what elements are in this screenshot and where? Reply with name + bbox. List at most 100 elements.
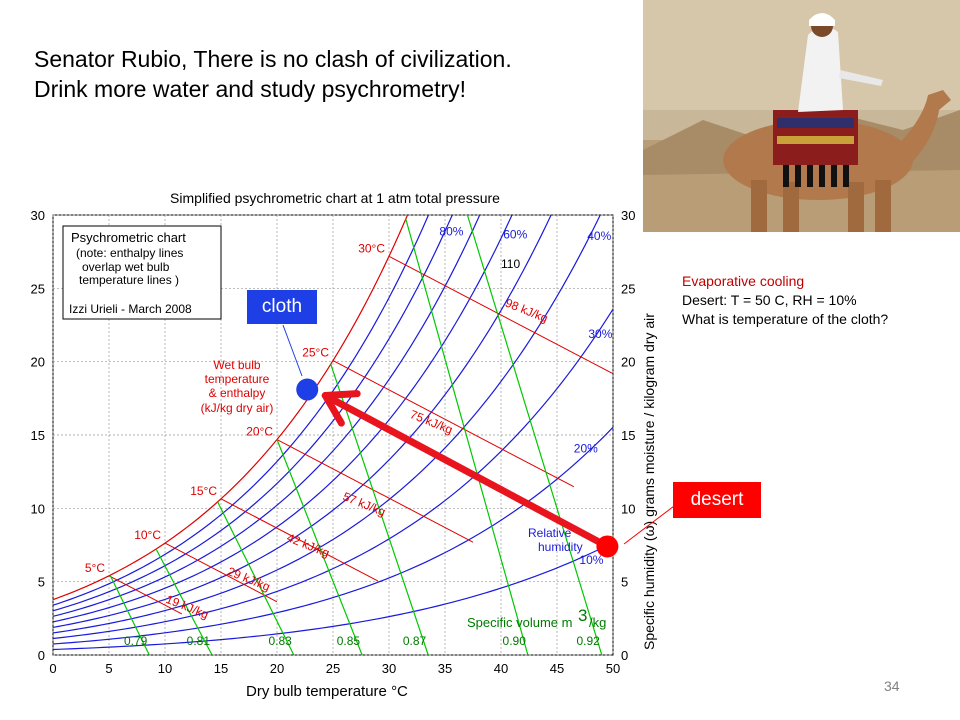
- y-tick-label-right: 20: [621, 355, 635, 370]
- x-tick-label: 0: [49, 661, 56, 676]
- notes-desert-conditions: Desert: T = 50 C, RH = 10%: [682, 292, 857, 308]
- desert-leader: [623, 500, 680, 545]
- specific-volume-label: 0.92: [576, 634, 600, 648]
- wet-bulb-label: 10°C: [134, 528, 161, 542]
- y-tick-label-right: 25: [621, 281, 635, 296]
- x-tick-label: 35: [438, 661, 452, 676]
- y-tick-label-right: 10: [621, 501, 635, 516]
- wet-bulb-caption-line3: & enthalpy: [209, 386, 266, 400]
- rh-label: 60%: [503, 227, 527, 241]
- enthalpy-label: 110: [501, 257, 520, 271]
- specific-volume-line: [109, 574, 150, 656]
- y-tick-label-left: 25: [31, 281, 45, 296]
- arrow-shaft: [321, 392, 611, 550]
- y-axis-label: Specific humidity (ω) grams moisture / k…: [641, 313, 657, 650]
- rh-caption-line2: humidity: [538, 540, 583, 554]
- state-points: [296, 378, 619, 558]
- specific-volume-caption-unit: /kg: [589, 615, 606, 630]
- x-tick-label: 5: [105, 661, 112, 676]
- rh-curve: [52, 426, 614, 645]
- y-tick-label-right: 0: [621, 648, 628, 663]
- x-axis-label: Dry bulb temperature °C: [246, 683, 408, 700]
- wet-bulb-label: 15°C: [190, 484, 217, 498]
- wet-bulb-caption-line2: temperature: [205, 372, 270, 386]
- camel-rider-image: [643, 0, 960, 232]
- wet-bulb-line: [332, 360, 575, 488]
- rh-curve: [52, 214, 481, 617]
- x-tick-label: 30: [382, 661, 396, 676]
- x-tick-label: 10: [158, 661, 172, 676]
- y-tick-label-left: 20: [31, 355, 45, 370]
- y-tick-label-left: 15: [31, 428, 45, 443]
- cloth-point: [296, 378, 319, 401]
- specific-volume-lines: [109, 214, 603, 656]
- cloth-leader: [282, 324, 303, 377]
- x-tick-label: 15: [214, 661, 228, 676]
- callout-leaders: [282, 324, 680, 545]
- specific-volume-line: [330, 364, 429, 656]
- x-tick-label: 40: [494, 661, 508, 676]
- specific-volume-caption-exp: 3: [578, 606, 587, 625]
- y-tick-label-left: 5: [38, 575, 45, 590]
- specific-volume-label: 0.83: [268, 634, 292, 648]
- y-tick-label-right: 5: [621, 575, 628, 590]
- wet-bulb-label: 5°C: [85, 561, 105, 575]
- specific-volume-caption: Specific volume m 3 /kg: [467, 606, 606, 630]
- specific-volume-label: 0.90: [503, 634, 527, 648]
- rh-curve: [52, 214, 409, 601]
- rh-curve: [52, 214, 552, 629]
- desert-callout: desert: [673, 482, 761, 518]
- wet-bulb-line: [276, 439, 474, 543]
- slide-title-line2: Drink more water and study psychrometry!: [34, 76, 467, 102]
- arrow-head: [321, 390, 361, 427]
- slide-title: Senator Rubio, There is no clash of civi…: [34, 44, 512, 104]
- rh-curve: [52, 214, 430, 606]
- wet-bulb-label: 30°C: [358, 241, 385, 255]
- relative-humidity-lines: [52, 214, 614, 651]
- wet-bulb-line: [388, 255, 614, 375]
- legend-line1: Psychrometric chart: [71, 230, 186, 245]
- rh-curve: [52, 308, 614, 640]
- wet-bulb-caption: Wet bulb temperature & enthalpy (kJ/kg d…: [201, 358, 274, 415]
- rh-label: 80%: [439, 225, 463, 239]
- cooling-arrow: [321, 390, 611, 550]
- rh-curve: [52, 214, 453, 612]
- wet-bulb-lines: [108, 255, 614, 615]
- specific-volume-label: 0.81: [187, 634, 211, 648]
- x-tick-label: 20: [270, 661, 284, 676]
- rh-label: 20%: [574, 442, 598, 456]
- wet-bulb-label: 20°C: [246, 425, 273, 439]
- y-tick-label-left: 0: [38, 648, 45, 663]
- rh-caption: Relative humidity: [528, 526, 583, 554]
- legend-line4: temperature lines ): [79, 273, 179, 287]
- specific-volume-line: [276, 439, 363, 656]
- x-tick-label: 25: [326, 661, 340, 676]
- camel-rider-photo: [643, 0, 960, 232]
- rh-label: 10%: [579, 553, 603, 567]
- y-tick-label-right: 30: [621, 208, 635, 223]
- wet-bulb-caption-line1: Wet bulb: [213, 358, 260, 372]
- x-tick-label: 45: [550, 661, 564, 676]
- rh-caption-line1: Relative: [528, 526, 572, 540]
- specific-volume-label: 0.79: [124, 634, 148, 648]
- page-number: 34: [884, 678, 900, 694]
- chart-title: Simplified psychrometric chart at 1 atm …: [170, 190, 500, 206]
- x-tick-label: 50: [606, 661, 620, 676]
- specific-volume-line: [466, 214, 603, 656]
- rh-curve: [52, 214, 601, 634]
- wet-bulb-line: [108, 575, 183, 615]
- legend-line5: Izzi Urieli - March 2008: [69, 302, 192, 316]
- specific-volume-line: [217, 501, 295, 656]
- y-tick-label-left: 10: [31, 501, 45, 516]
- specific-volume-line: [405, 218, 529, 656]
- psychrometric-chart: Simplified psychrometric chart at 1 atm …: [31, 190, 680, 700]
- notes-question: What is temperature of the cloth?: [682, 311, 889, 327]
- rh-label: 30%: [588, 327, 612, 341]
- enthalpy-label: 42 kJ/kg: [285, 530, 332, 560]
- specific-volume-label: 0.87: [403, 634, 427, 648]
- slide-title-line1: Senator Rubio, There is no clash of civi…: [34, 46, 512, 72]
- desert-point: [596, 535, 619, 558]
- enthalpy-label: 98 kJ/kg: [503, 296, 550, 326]
- problem-notes: Evaporative cooling Desert: T = 50 C, RH…: [682, 272, 888, 329]
